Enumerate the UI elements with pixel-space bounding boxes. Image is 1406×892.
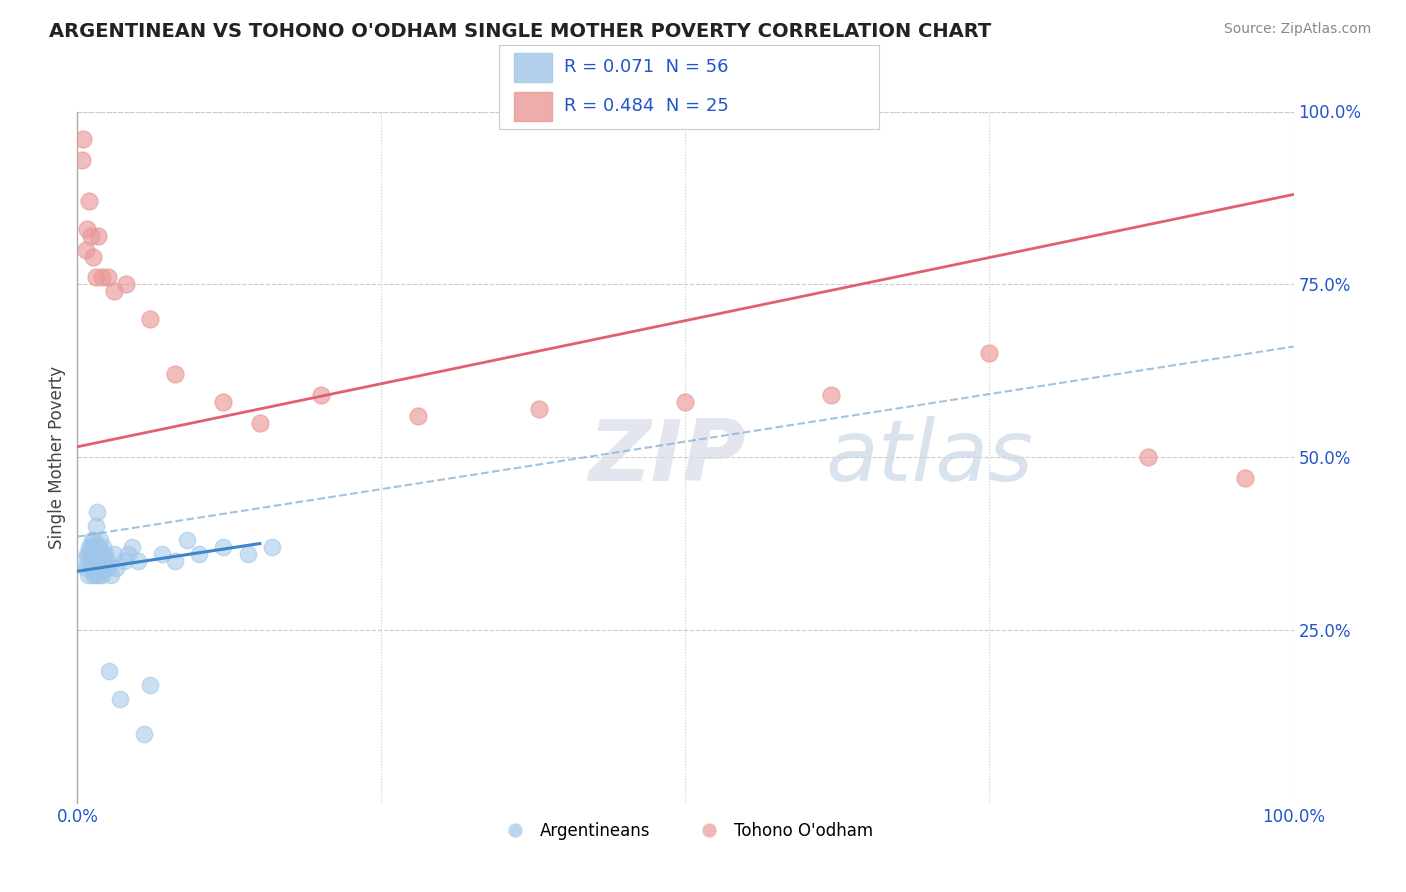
Legend: Argentineans, Tohono O'odham: Argentineans, Tohono O'odham <box>492 815 879 847</box>
Point <box>83 533 105 547</box>
Point <box>249 416 271 430</box>
Point <box>90 270 112 285</box>
Point <box>80 533 103 547</box>
Point <box>79 554 101 568</box>
Point <box>406 409 429 423</box>
Point <box>121 540 143 554</box>
Point <box>89 547 111 561</box>
Point <box>93 554 115 568</box>
Point <box>212 394 235 409</box>
Point <box>82 554 104 568</box>
Text: ZIP: ZIP <box>588 416 745 499</box>
Point <box>84 270 107 285</box>
Point <box>115 277 138 292</box>
Point <box>82 567 104 582</box>
Bar <box>515 92 553 120</box>
Point <box>188 547 211 561</box>
Point <box>70 153 93 167</box>
Point <box>1136 450 1159 464</box>
Text: R = 0.484  N = 25: R = 0.484 N = 25 <box>564 97 728 115</box>
Point <box>86 547 108 561</box>
Bar <box>515 54 553 82</box>
Point <box>97 561 120 575</box>
Point <box>529 401 551 416</box>
Point <box>260 540 283 554</box>
Point <box>72 132 94 146</box>
Point <box>79 194 101 209</box>
Point <box>112 554 135 568</box>
Point <box>96 554 118 568</box>
Point <box>72 554 94 568</box>
Point <box>236 547 259 561</box>
Point <box>84 567 107 582</box>
Point <box>108 692 131 706</box>
Point <box>82 540 104 554</box>
Point <box>212 540 235 554</box>
Point <box>89 533 111 547</box>
Point <box>134 726 156 740</box>
Point <box>76 547 98 561</box>
Point <box>979 346 1001 360</box>
Text: ARGENTINEAN VS TOHONO O'ODHAM SINGLE MOTHER POVERTY CORRELATION CHART: ARGENTINEAN VS TOHONO O'ODHAM SINGLE MOT… <box>49 22 991 41</box>
Point <box>80 554 103 568</box>
Point <box>127 554 149 568</box>
Text: atlas: atlas <box>825 416 1033 499</box>
Point <box>1233 471 1256 485</box>
Point <box>105 561 128 575</box>
Point <box>103 547 125 561</box>
Point <box>100 567 122 582</box>
Point <box>84 554 107 568</box>
Point <box>75 561 97 575</box>
Point <box>82 250 104 264</box>
Point <box>163 368 186 382</box>
Point <box>89 561 111 575</box>
Point <box>90 567 112 582</box>
Point <box>94 561 117 575</box>
Point <box>91 540 114 554</box>
Point <box>80 229 103 244</box>
Point <box>86 505 108 519</box>
Point <box>176 533 198 547</box>
Point <box>152 547 174 561</box>
Point <box>117 547 139 561</box>
Point <box>89 567 111 582</box>
Point <box>139 312 162 326</box>
Point <box>139 678 162 692</box>
Point <box>97 665 120 679</box>
Point <box>77 567 100 582</box>
Y-axis label: Single Mother Poverty: Single Mother Poverty <box>48 366 66 549</box>
Point <box>87 540 110 554</box>
Point <box>84 519 107 533</box>
Point <box>91 561 114 575</box>
Point <box>94 547 117 561</box>
Text: Source: ZipAtlas.com: Source: ZipAtlas.com <box>1223 22 1371 37</box>
Point <box>103 284 125 298</box>
Point <box>79 547 101 561</box>
Point <box>86 561 108 575</box>
Point <box>675 394 697 409</box>
Point <box>87 229 110 244</box>
Point <box>75 243 97 257</box>
Point <box>80 561 103 575</box>
Text: R = 0.071  N = 56: R = 0.071 N = 56 <box>564 59 728 77</box>
Point <box>90 547 112 561</box>
Point <box>83 561 105 575</box>
Point <box>76 222 98 236</box>
Point <box>87 554 110 568</box>
Point <box>309 388 332 402</box>
Point <box>79 540 101 554</box>
Point <box>80 547 103 561</box>
Point <box>820 388 842 402</box>
Point <box>163 554 186 568</box>
Point <box>80 540 103 554</box>
Point <box>97 270 120 285</box>
